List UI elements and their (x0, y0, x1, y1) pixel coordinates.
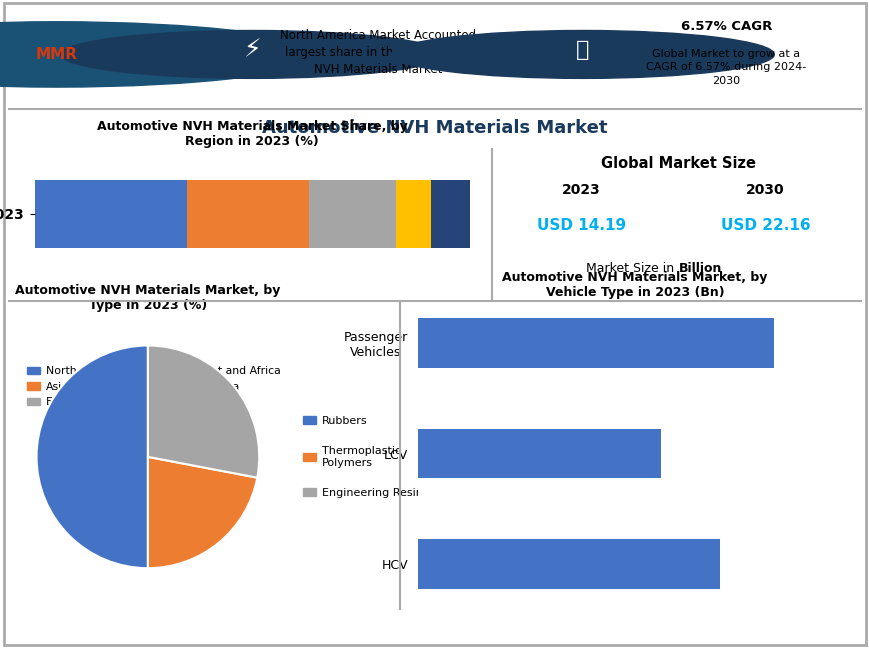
Bar (417, 429, 660, 478)
Legend: Rubbers, Thermoplastic
Polymers, Engineering Resins: Rubbers, Thermoplastic Polymers, Enginee… (298, 411, 432, 502)
Text: MMR: MMR (36, 47, 77, 62)
Circle shape (391, 30, 773, 78)
Text: Global Market to grow at a
CAGR of 6.57% during 2024-
2030: Global Market to grow at a CAGR of 6.57%… (646, 49, 806, 86)
Bar (308, 180, 395, 248)
Text: North America Market Accounted
largest share in the Automotive
NVH Materials Mar: North America Market Accounted largest s… (280, 29, 476, 76)
Wedge shape (148, 457, 257, 568)
Bar (395, 180, 430, 248)
Wedge shape (148, 345, 259, 478)
Text: USD 22.16: USD 22.16 (720, 218, 810, 233)
Circle shape (0, 22, 317, 87)
Text: 2023: 2023 (561, 183, 600, 196)
Title: Automotive NVH Materials Market, by
Type In 2023 (%): Automotive NVH Materials Market, by Type… (15, 284, 281, 312)
Text: ⚡: ⚡ (243, 38, 261, 62)
Bar (417, 318, 773, 368)
Text: Billion: Billion (678, 262, 721, 275)
Text: 2030: 2030 (746, 183, 784, 196)
Text: Market Size in: Market Size in (586, 262, 678, 275)
Text: 🔥: 🔥 (575, 40, 589, 60)
Legend: North America, Asia-Pacific, Europe, Middle East and Africa, South America: North America, Asia-Pacific, Europe, Mid… (23, 362, 285, 411)
Circle shape (61, 30, 443, 78)
Title: Automotive NVH Materials Market, by
Vehicle Type in 2023 (Bn): Automotive NVH Materials Market, by Vehi… (501, 272, 767, 299)
Text: Global Market Size: Global Market Size (600, 156, 755, 171)
Text: 6.57% CAGR: 6.57% CAGR (680, 19, 772, 32)
Title: Automotive NVH Materials Market Share, by
Region in 2023 (%): Automotive NVH Materials Market Share, b… (96, 121, 408, 148)
Bar (417, 539, 719, 589)
Wedge shape (36, 345, 148, 568)
Bar (35, 180, 187, 248)
Text: USD 14.19: USD 14.19 (536, 218, 625, 233)
Bar (187, 180, 308, 248)
Bar (430, 180, 469, 248)
Text: Automotive NVH Materials Market: Automotive NVH Materials Market (262, 119, 607, 137)
